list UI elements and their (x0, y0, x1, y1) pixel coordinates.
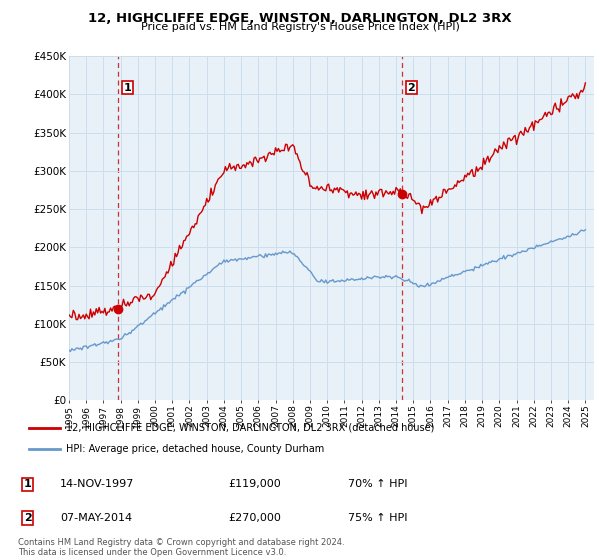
Text: Price paid vs. HM Land Registry's House Price Index (HPI): Price paid vs. HM Land Registry's House … (140, 22, 460, 32)
Text: 07-MAY-2014: 07-MAY-2014 (60, 513, 132, 523)
Text: HPI: Average price, detached house, County Durham: HPI: Average price, detached house, Coun… (66, 444, 324, 454)
Text: £119,000: £119,000 (228, 479, 281, 489)
Text: 70% ↑ HPI: 70% ↑ HPI (348, 479, 407, 489)
Text: Contains HM Land Registry data © Crown copyright and database right 2024.
This d: Contains HM Land Registry data © Crown c… (18, 538, 344, 557)
Text: 2: 2 (24, 513, 32, 523)
Text: 75% ↑ HPI: 75% ↑ HPI (348, 513, 407, 523)
Text: 1: 1 (124, 83, 131, 93)
Text: 1: 1 (24, 479, 32, 489)
Text: 12, HIGHCLIFFE EDGE, WINSTON, DARLINGTON, DL2 3RX (detached house): 12, HIGHCLIFFE EDGE, WINSTON, DARLINGTON… (66, 423, 434, 433)
Text: 12, HIGHCLIFFE EDGE, WINSTON, DARLINGTON, DL2 3RX: 12, HIGHCLIFFE EDGE, WINSTON, DARLINGTON… (88, 12, 512, 25)
Text: £270,000: £270,000 (228, 513, 281, 523)
Text: 14-NOV-1997: 14-NOV-1997 (60, 479, 134, 489)
Text: 2: 2 (407, 83, 415, 93)
